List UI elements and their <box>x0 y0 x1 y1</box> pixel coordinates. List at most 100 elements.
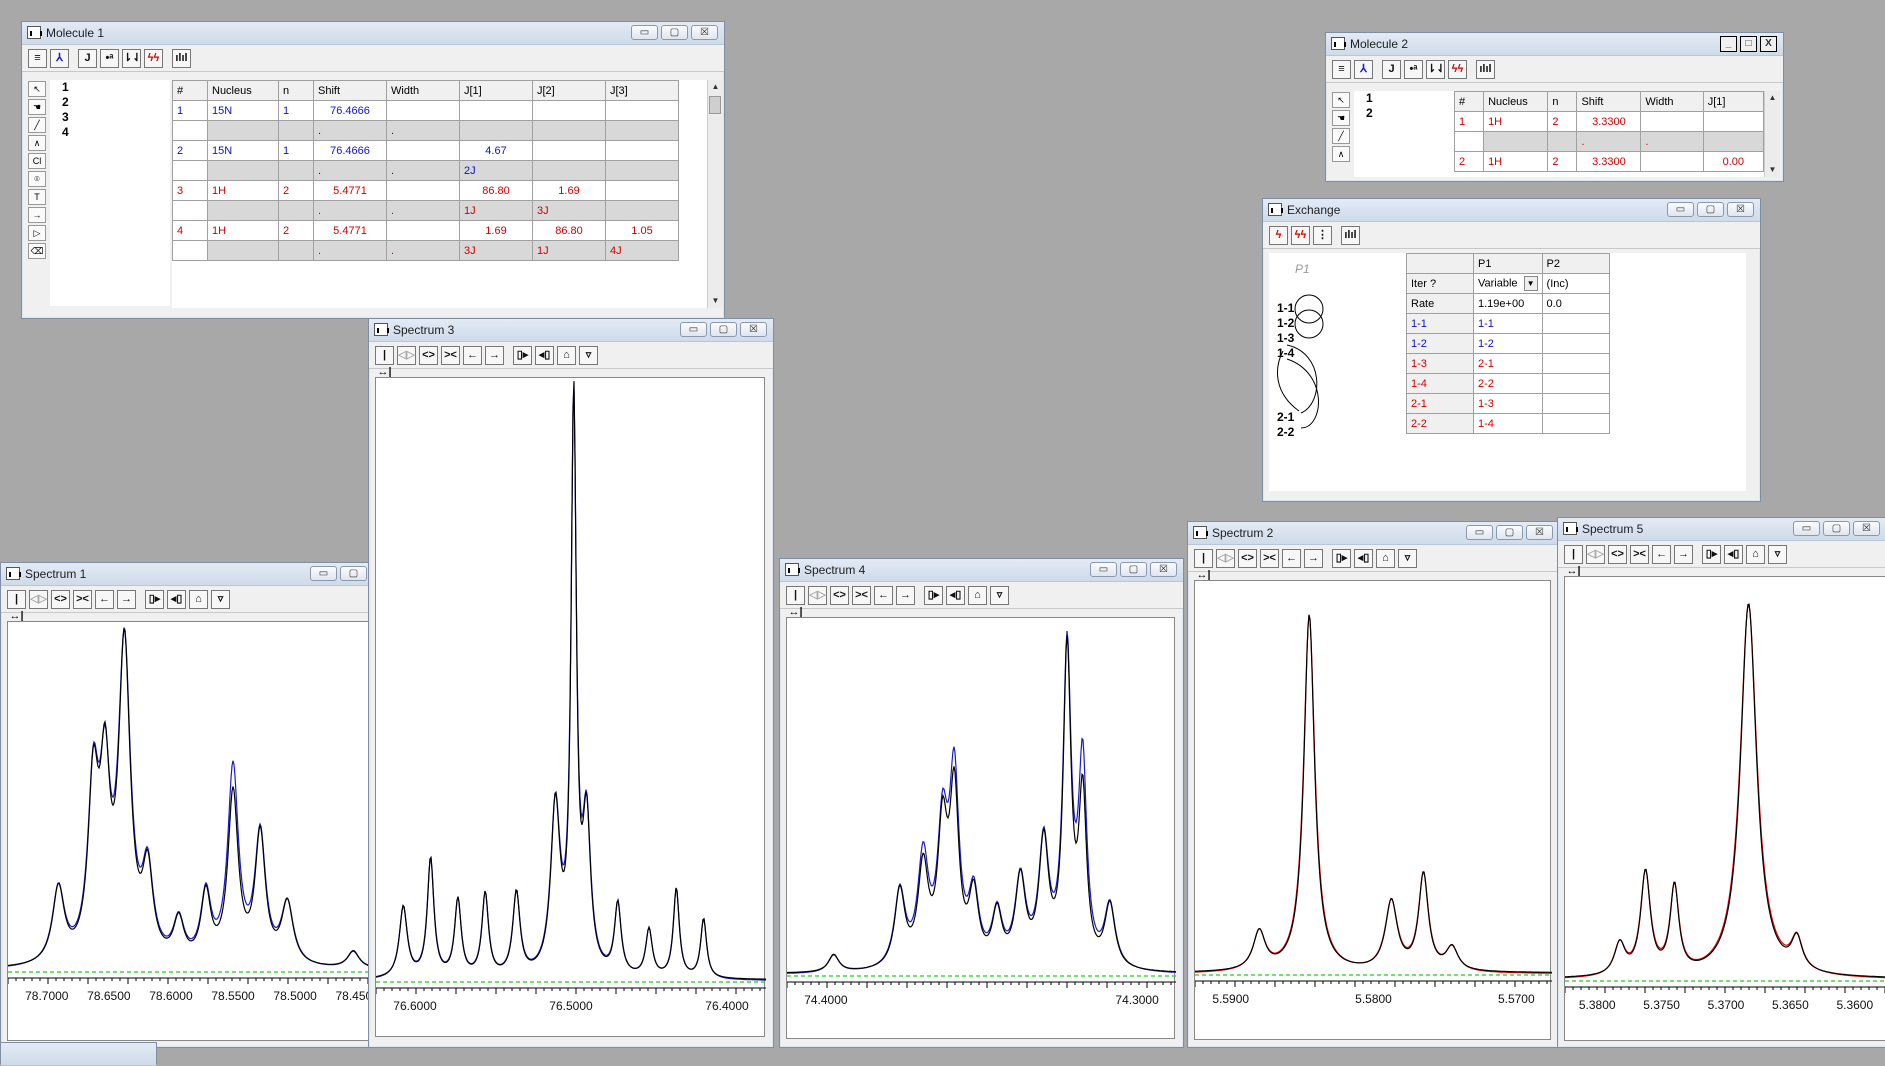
pan-right-icon[interactable]: → <box>896 585 915 605</box>
maximize-button[interactable]: ▢ <box>710 322 737 337</box>
table-cell[interactable] <box>278 120 314 141</box>
eraser-tool-icon[interactable]: ⌫ <box>28 243 46 259</box>
table-row[interactable]: 1 1H 2 3.3300 <box>1454 111 1764 132</box>
spectrum-titlebar[interactable]: Spectrum 2 ▭ ▢ ☒ <box>1188 522 1559 545</box>
table-cell[interactable]: 3 <box>172 180 208 201</box>
table-cell[interactable] <box>278 240 314 261</box>
table-cell[interactable] <box>172 200 208 221</box>
table-cell[interactable]: 2-1 <box>1406 393 1474 414</box>
save-icon[interactable]: ▿ <box>211 589 230 609</box>
atom-list-item[interactable]: 4 <box>62 125 69 139</box>
scroll-thumb[interactable] <box>709 96 721 114</box>
column-header[interactable]: Width <box>1640 91 1704 112</box>
table-row[interactable]: 2-2 1-4 <box>1406 413 1610 434</box>
text-tool-icon[interactable]: T <box>28 189 46 205</box>
table-cell[interactable] <box>605 200 679 221</box>
fit-width-icon[interactable]: |↔| <box>375 345 394 378</box>
exchange-node-label[interactable]: 1-3 <box>1277 331 1295 345</box>
table-cell[interactable]: 2 <box>278 180 314 201</box>
zoom-in-icon[interactable]: <> <box>1608 544 1627 564</box>
scroll-up-icon[interactable]: ▲ <box>1768 93 1777 102</box>
molecule-view-icon[interactable]: ⅄ <box>50 48 69 68</box>
table-cell[interactable] <box>1541 353 1610 374</box>
minimized-window[interactable] <box>0 1042 157 1066</box>
minimize-button[interactable]: ▭ <box>1793 521 1820 536</box>
minimize-button[interactable]: ▭ <box>1667 202 1694 217</box>
table-cell[interactable]: 76.4666 <box>313 140 387 161</box>
minimize-button[interactable]: _ <box>1720 36 1737 52</box>
table-cell[interactable]: 1J <box>459 200 533 221</box>
table-row[interactable]: 1-2 1-2 <box>1406 333 1610 354</box>
atom-list-item[interactable]: 1 <box>1366 91 1373 105</box>
table-cell[interactable]: 1 <box>172 100 208 121</box>
table-cell[interactable] <box>605 120 679 141</box>
pan-left-icon[interactable]: ← <box>1652 544 1671 564</box>
pan-right-icon[interactable]: → <box>1304 548 1323 568</box>
table-cell[interactable]: 2 <box>172 140 208 161</box>
table-cell[interactable] <box>1541 373 1610 394</box>
spectrum-icon[interactable]: ılıl <box>1341 225 1360 245</box>
lock-icon[interactable]: ⌂ <box>189 589 208 609</box>
exchange-node-label[interactable]: 2-2 <box>1277 425 1295 439</box>
spectrum-icon[interactable]: ılıl <box>172 48 191 68</box>
maximize-button[interactable]: ▢ <box>340 566 367 581</box>
table-cell[interactable]: 2 <box>278 220 314 241</box>
table-cell[interactable] <box>1640 151 1704 172</box>
zoom-in-icon[interactable]: <> <box>1238 548 1257 568</box>
table-row[interactable]: 1 15N 1 76.4666 <box>172 100 679 121</box>
angle-tool-icon[interactable]: ∧ <box>28 135 46 151</box>
table-cell[interactable]: . <box>313 120 387 141</box>
zoom-out-icon[interactable]: >< <box>852 585 871 605</box>
table-row[interactable]: 3 1H 2 5.4771 86.80 1.69 <box>172 180 679 201</box>
maximize-button[interactable]: ▢ <box>661 25 688 40</box>
table-cell[interactable]: 1-2 <box>1473 333 1543 354</box>
fit-width-icon[interactable]: |↔| <box>7 589 26 622</box>
coupling-icon[interactable]: J <box>78 48 97 68</box>
close-button[interactable]: ☒ <box>1727 202 1754 217</box>
table-cell[interactable] <box>532 120 606 141</box>
table-cell[interactable] <box>1702 111 1764 132</box>
table-cell[interactable] <box>1483 131 1549 152</box>
exchange-node-label[interactable]: 1-4 <box>1277 346 1295 360</box>
pan-right-icon[interactable]: → <box>117 589 136 609</box>
table-cell[interactable] <box>207 160 279 181</box>
scroll-down-icon[interactable]: ▼ <box>1768 165 1777 174</box>
table-cell[interactable]: 76.4666 <box>313 100 387 121</box>
table-cell[interactable]: 2 <box>1547 111 1578 132</box>
table-cell[interactable]: 0.0 <box>1541 293 1610 314</box>
export-icon[interactable]: ▯▸ <box>924 585 943 605</box>
table-cell[interactable] <box>1541 313 1610 334</box>
minimize-button[interactable]: ▭ <box>1090 562 1117 577</box>
spectrum-titlebar[interactable]: Spectrum 1 ▭ ▢ ☒ <box>1 563 403 586</box>
table-cell[interactable]: . <box>1576 131 1642 152</box>
pan-right-icon[interactable]: → <box>1674 544 1693 564</box>
table-row[interactable]: 4 1H 2 5.4771 1.69 86.80 1.05 <box>172 220 679 241</box>
table-cell[interactable]: 4J <box>605 240 679 261</box>
zoom-in-icon[interactable]: <> <box>419 345 438 365</box>
exchange-titlebar[interactable]: Exchange ▭ ▢ ☒ <box>1263 199 1760 222</box>
table-cell[interactable]: Iter ? <box>1406 273 1474 294</box>
table-cell[interactable]: 1-1 <box>1473 313 1543 334</box>
close-button[interactable]: X <box>1760 36 1777 52</box>
column-header[interactable]: # <box>172 80 208 101</box>
column-header[interactable]: Nucleus <box>207 80 279 101</box>
exchange-node-label[interactable]: 1-1 <box>1277 301 1295 315</box>
atom-list-item[interactable]: 3 <box>62 110 69 124</box>
table-cell[interactable]: 1-3 <box>1473 393 1543 414</box>
lock-icon[interactable]: ⌂ <box>557 345 576 365</box>
exchange-node-label[interactable]: 2-1 <box>1277 410 1295 424</box>
arrow-tool-icon[interactable]: → <box>28 207 46 223</box>
table-row[interactable]: 1-1 1-1 <box>1406 313 1610 334</box>
table-cell[interactable]: 5.4771 <box>313 180 387 201</box>
table-cell[interactable]: 1.69 <box>532 180 606 201</box>
lock-icon[interactable]: ⌂ <box>968 585 987 605</box>
table-cell[interactable]: Rate <box>1406 293 1474 314</box>
j-split-icon[interactable]: ⇂⇃ <box>122 48 141 68</box>
table-cell[interactable]: . <box>313 240 387 261</box>
table-cell[interactable]: 1-2 <box>1406 333 1474 354</box>
molecule1-titlebar[interactable]: Molecule 1 ▭ ▢ ☒ <box>22 22 724 45</box>
table-cell[interactable]: 2-2 <box>1473 373 1543 394</box>
pan-left-icon[interactable]: ← <box>1282 548 1301 568</box>
maximize-button[interactable]: □ <box>1740 36 1757 52</box>
maximize-button[interactable]: ▢ <box>1496 525 1523 540</box>
